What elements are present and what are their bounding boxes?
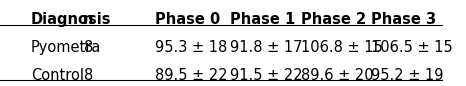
Text: 95.2 ± 19: 95.2 ± 19 — [371, 68, 444, 83]
Text: 8: 8 — [84, 40, 93, 55]
Text: Control: Control — [31, 68, 84, 83]
Text: n: n — [83, 12, 94, 27]
Text: 91.5 ± 22: 91.5 ± 22 — [230, 68, 302, 83]
Text: 89.6 ± 20: 89.6 ± 20 — [301, 68, 373, 83]
Text: 91.8 ± 17: 91.8 ± 17 — [230, 40, 302, 55]
Text: 106.8 ± 15: 106.8 ± 15 — [301, 40, 382, 55]
Text: 106.5 ± 15: 106.5 ± 15 — [371, 40, 453, 55]
Text: 89.5 ± 22: 89.5 ± 22 — [155, 68, 227, 83]
Text: Pyometra: Pyometra — [31, 40, 101, 55]
Text: Diagnosis: Diagnosis — [31, 12, 111, 27]
Text: 95.3 ± 18: 95.3 ± 18 — [155, 40, 227, 55]
Text: 8: 8 — [84, 68, 93, 83]
Text: Phase 3: Phase 3 — [371, 12, 437, 27]
Text: Phase 0: Phase 0 — [155, 12, 220, 27]
Text: Phase 1: Phase 1 — [230, 12, 295, 27]
Text: Phase 2: Phase 2 — [301, 12, 366, 27]
